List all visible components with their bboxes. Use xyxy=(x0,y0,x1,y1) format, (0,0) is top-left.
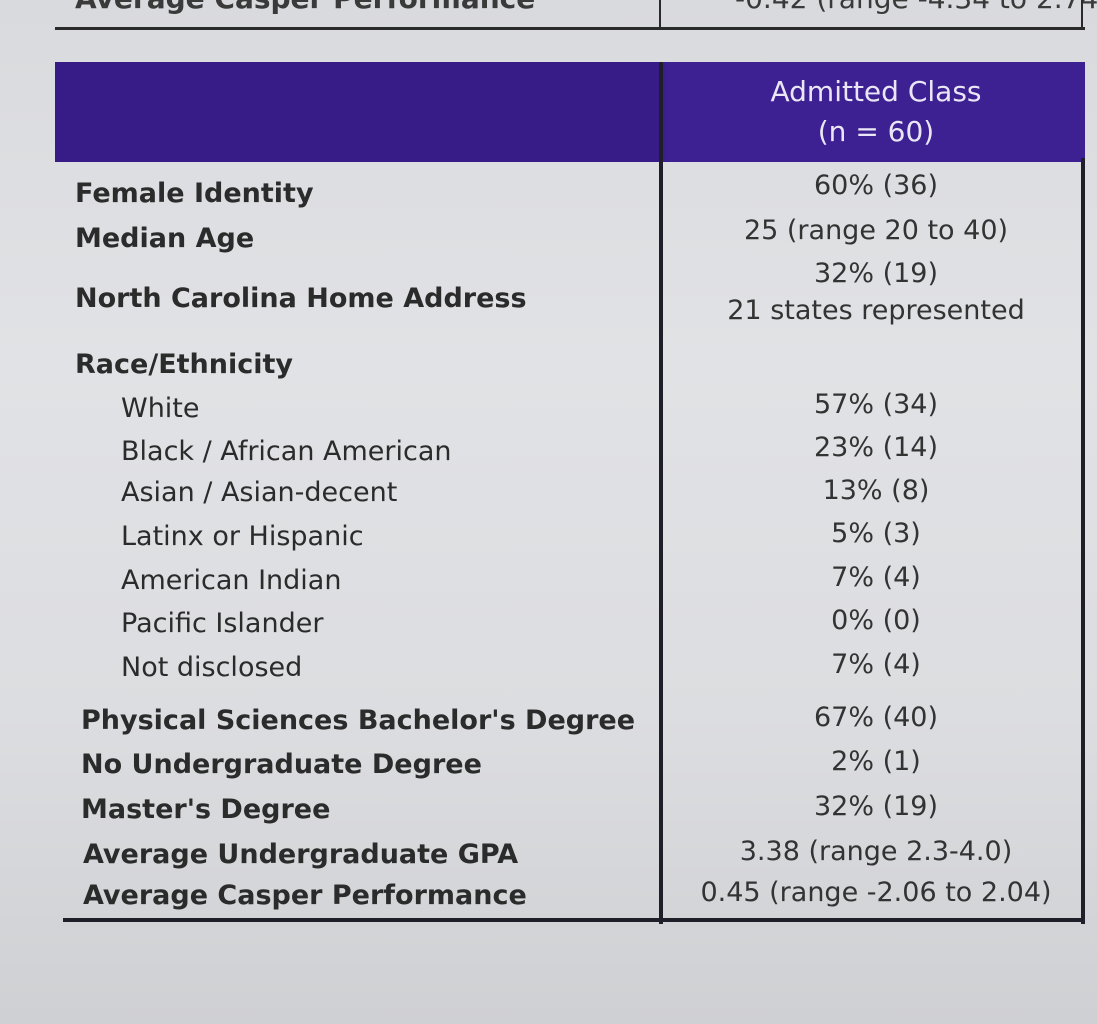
table-bottom-border xyxy=(63,918,1085,922)
table-right-border xyxy=(1081,158,1085,924)
row-label-latinx: Latinx or Hispanic xyxy=(121,521,364,552)
row-value-nc-home-address: 32% (19) xyxy=(813,258,939,289)
row-value-american-indian: 7% (4) xyxy=(831,562,921,593)
row-value-casper-performance: 0.45 (range -2.06 to 2.04) xyxy=(700,877,1052,908)
row-value-white: 57% (34) xyxy=(813,389,939,420)
row-value-black: 23% (14) xyxy=(813,432,939,463)
row-label-asian: Asian / Asian-decent xyxy=(121,477,398,508)
fragment-right-border xyxy=(1081,0,1083,30)
previous-table-fragment: Average Casper Performance -0.42 (range … xyxy=(55,0,1097,32)
row-value-states-represented: 21 states represented xyxy=(727,295,1025,326)
fragment-label: Average Casper Performance xyxy=(75,0,535,15)
row-value-female-identity: 60% (36) xyxy=(813,170,939,201)
header-left-cell xyxy=(55,62,660,162)
row-label-female-identity: Female Identity xyxy=(75,178,314,209)
row-label-masters: Master's Degree xyxy=(81,794,331,825)
row-value-undergrad-gpa: 3.38 (range 2.3-4.0) xyxy=(739,836,1013,867)
row-value-median-age: 25 (range 20 to 40) xyxy=(743,215,1009,246)
fragment-divider xyxy=(659,0,661,30)
row-value-no-undergrad: 2% (1) xyxy=(831,746,921,777)
fragment-value: -0.42 (range -4.34 to 2.74) xyxy=(735,0,1097,15)
row-label-physical-sciences: Physical Sciences Bachelor's Degree xyxy=(81,705,636,736)
column-header-title: Admitted Class xyxy=(770,75,982,108)
row-value-asian: 13% (8) xyxy=(822,475,930,506)
row-label-not-disclosed: Not disclosed xyxy=(121,652,303,683)
row-value-pacific-islander: 0% (0) xyxy=(831,605,921,636)
row-label-black: Black / African American xyxy=(121,436,452,467)
header-right-cell xyxy=(667,62,1085,162)
column-header-count: (n = 60) xyxy=(817,115,935,148)
row-value-latinx: 5% (3) xyxy=(831,518,921,549)
row-value-physical-sciences: 67% (40) xyxy=(813,702,939,733)
row-label-no-undergrad: No Undergraduate Degree xyxy=(81,749,482,780)
row-label-race-ethnicity: Race/Ethnicity xyxy=(75,349,294,380)
row-label-nc-home-address: North Carolina Home Address xyxy=(75,283,527,314)
row-label-pacific-islander: Pacific Islander xyxy=(121,608,324,639)
row-label-casper-performance: Average Casper Performance xyxy=(83,880,527,911)
row-value-masters: 32% (19) xyxy=(813,791,939,822)
row-label-median-age: Median Age xyxy=(75,223,255,254)
row-label-white: White xyxy=(121,393,200,424)
column-header: Admitted Class (n = 60) xyxy=(667,72,1085,152)
row-label-undergrad-gpa: Average Undergraduate GPA xyxy=(83,839,519,870)
fragment-bottom-border xyxy=(55,27,1085,30)
column-divider xyxy=(659,62,663,924)
row-label-american-indian: American Indian xyxy=(121,565,342,596)
admitted-class-table: Admitted Class (n = 60) Female Identity … xyxy=(55,62,1095,924)
row-value-not-disclosed: 7% (4) xyxy=(831,649,921,680)
